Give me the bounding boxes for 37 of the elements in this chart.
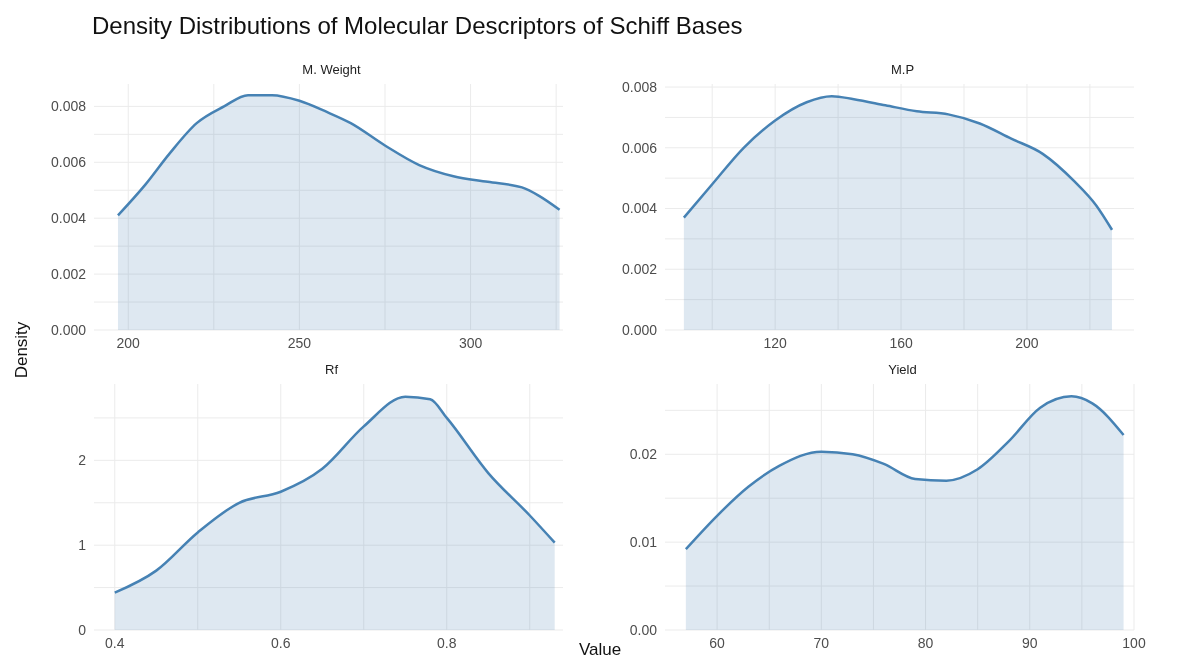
y-tick-label: 0 [78, 621, 87, 638]
x-tick-label: 0.8 [437, 634, 457, 651]
y-tick-label: 0.008 [50, 98, 87, 115]
chart-title: Density Distributions of Molecular Descriptors of Schiff Bases [92, 12, 743, 40]
y-tick-label: 1 [78, 537, 87, 554]
chart-subtitle: M. Weight [301, 62, 362, 79]
chart-subtitle: M.P [890, 62, 915, 77]
y-axis-title: Density [12, 321, 32, 379]
y-tick-label: 0.000 [621, 321, 658, 338]
y-tick-label: 0.006 [50, 154, 87, 171]
chart-subtitle: Rf [324, 362, 339, 379]
y-tick-label: 0.000 [50, 321, 87, 338]
x-tick-label: 100 [1122, 634, 1146, 651]
y-tick-label: 0.006 [621, 139, 658, 156]
x-tick-label: 60 [709, 634, 726, 651]
x-tick-label: 200 [1015, 334, 1039, 351]
x-tick-label: 200 [116, 334, 141, 351]
x-tick-label: 120 [763, 334, 788, 351]
chart-subtitle: Yield [887, 362, 918, 379]
y-tick-label: 0.002 [621, 261, 658, 278]
y-tick-label: 0.004 [621, 200, 658, 217]
x-tick-label: 70 [813, 634, 830, 651]
x-tick-label: 0.6 [271, 634, 291, 651]
x-tick-label: 250 [287, 334, 312, 351]
y-tick-label: 0.01 [629, 534, 658, 551]
y-tick-label: 0.02 [629, 446, 658, 463]
x-axis-title: Value [578, 640, 622, 660]
x-tick-label: 160 [889, 334, 913, 351]
y-tick-label: 0.00 [629, 621, 658, 638]
x-tick-label: 90 [1021, 634, 1038, 651]
y-tick-label: 0.002 [50, 266, 87, 283]
x-tick-label: 80 [917, 634, 934, 651]
x-tick-label: 300 [458, 334, 483, 351]
y-tick-label: 0.008 [621, 79, 658, 96]
y-tick-label: 0.004 [50, 210, 87, 227]
y-tick-label: 2 [78, 452, 87, 469]
x-tick-label: 0.4 [105, 634, 125, 651]
